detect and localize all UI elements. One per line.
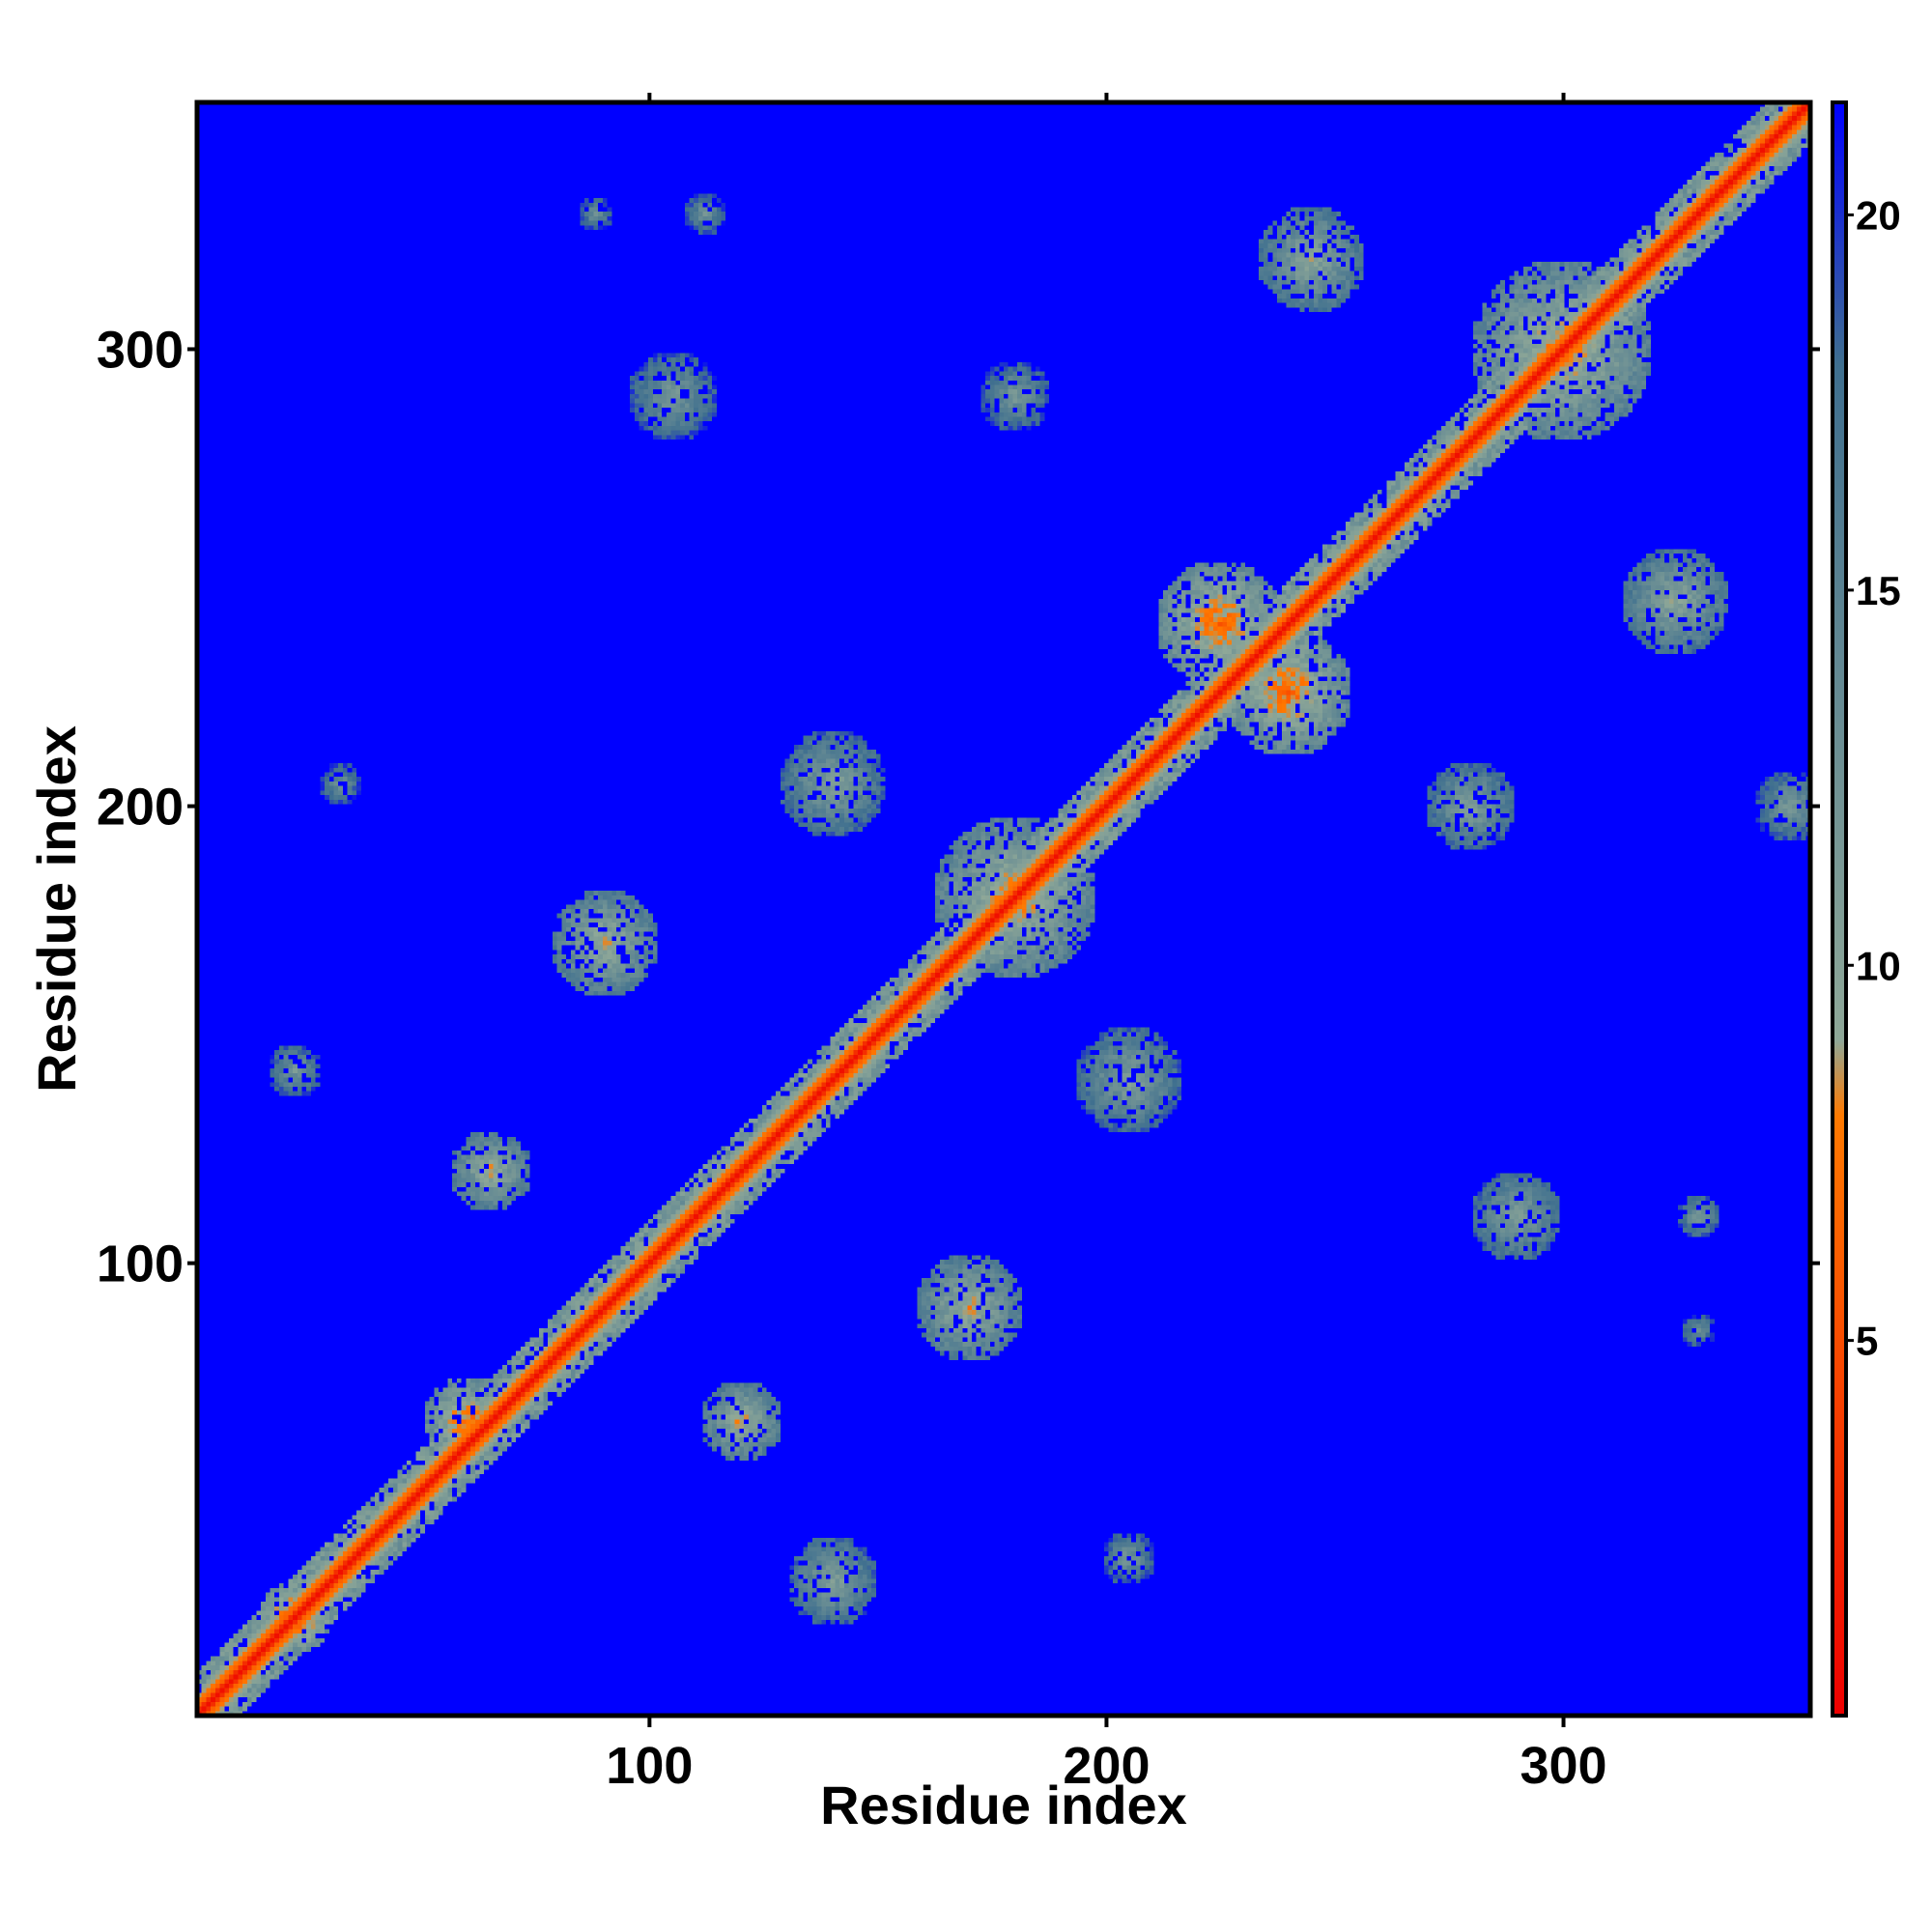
y-axis-ticks: 100 200 300 xyxy=(97,321,1820,1293)
y-tick-label: 100 xyxy=(97,1236,184,1293)
x-tick-label: 200 xyxy=(1063,1737,1150,1795)
heatmap-image xyxy=(197,102,1810,1716)
colorbar-tick-label: 15 xyxy=(1856,568,1901,613)
x-axis-ticks: 100 200 300 xyxy=(606,93,1607,1795)
x-tick-label: 300 xyxy=(1520,1737,1606,1795)
colorbar-gradient xyxy=(1831,100,1848,1718)
colorbar-tick-label: 5 xyxy=(1856,1319,1878,1364)
heatmap-plot-area xyxy=(194,99,1813,1719)
colorbar: 5 10 15 20 xyxy=(1831,100,1901,1718)
colorbar-tick-label: 10 xyxy=(1856,943,1901,988)
x-axis-title: Residue index xyxy=(820,1775,1187,1835)
plot-frame xyxy=(194,99,1813,1719)
colorbar-ticks: 5 10 15 20 xyxy=(1846,193,1901,1364)
y-axis-title: Residue index xyxy=(26,725,87,1093)
y-tick-label: 200 xyxy=(97,779,184,837)
y-tick-label: 300 xyxy=(97,321,184,379)
colorbar-tick-label: 20 xyxy=(1856,193,1901,239)
x-tick-label: 100 xyxy=(606,1737,693,1795)
